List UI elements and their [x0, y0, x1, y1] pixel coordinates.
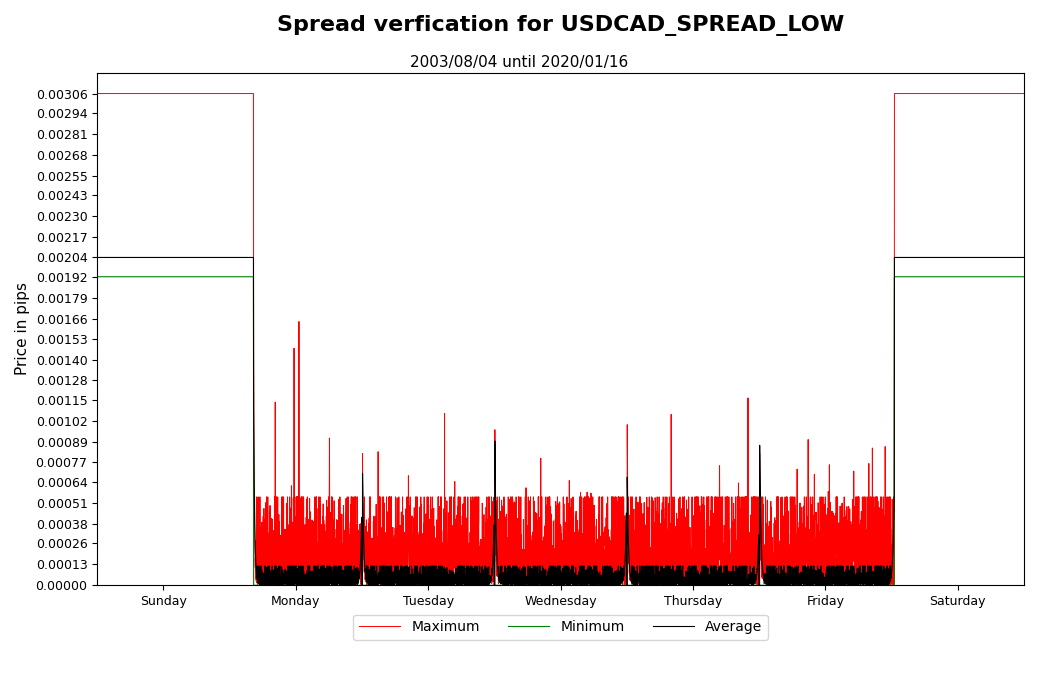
Maximum: [355, 581, 368, 589]
Maximum: [130, 90, 142, 98]
Average: [1018, 253, 1031, 262]
Y-axis label: Price in pips: Price in pips: [15, 283, 30, 375]
Average: [544, 571, 557, 580]
Average: [130, 253, 142, 262]
Legend: Maximum, Minimum, Average: Maximum, Minimum, Average: [353, 615, 768, 640]
Maximum: [968, 90, 981, 98]
Minimum: [247, 581, 260, 589]
Text: 2003/08/04 until 2020/01/16: 2003/08/04 until 2020/01/16: [410, 55, 629, 69]
Average: [96, 253, 108, 262]
Minimum: [130, 272, 142, 281]
Minimum: [91, 272, 104, 281]
Maximum: [544, 578, 557, 587]
Maximum: [1018, 90, 1031, 98]
Average: [272, 580, 285, 589]
Line: Maximum: Maximum: [98, 94, 1024, 585]
Minimum: [1018, 272, 1031, 281]
Maximum: [91, 90, 104, 98]
Line: Average: Average: [98, 258, 1024, 585]
Title: Spread verfication for USDCAD_SPREAD_LOW: Spread verfication for USDCAD_SPREAD_LOW: [277, 15, 845, 36]
Average: [146, 253, 159, 262]
Maximum: [146, 90, 159, 98]
Maximum: [96, 90, 108, 98]
Minimum: [96, 272, 108, 281]
Minimum: [273, 581, 286, 589]
Average: [91, 253, 104, 262]
Minimum: [146, 272, 159, 281]
Maximum: [272, 561, 285, 569]
Minimum: [544, 581, 557, 589]
Average: [968, 253, 981, 262]
Minimum: [968, 272, 981, 281]
Line: Minimum: Minimum: [98, 276, 1024, 585]
Average: [355, 581, 368, 589]
